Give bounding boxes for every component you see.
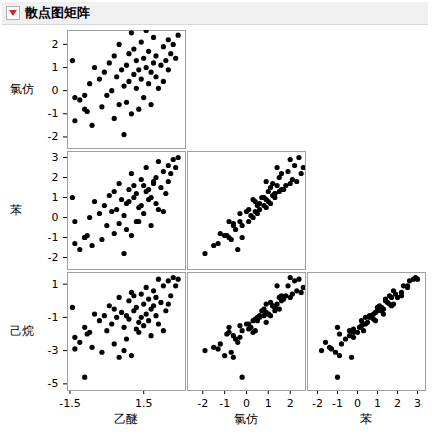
svg-text:3: 3 [52, 151, 59, 164]
html-text:苯: 苯 [10, 203, 22, 217]
html-text:己烷: 己烷 [10, 324, 34, 338]
svg-text:3: 3 [414, 397, 421, 410]
svg-text:-2: -2 [312, 397, 323, 410]
html-text:氯仿: 氯仿 [10, 82, 34, 96]
svg-text:-1: -1 [48, 231, 59, 244]
svg-text:-2: -2 [48, 130, 59, 143]
svg-text:1.5: 1.5 [135, 397, 153, 410]
svg-text:0: 0 [52, 84, 59, 97]
svg-text:-1: -1 [48, 107, 59, 120]
svg-text:1: 1 [52, 61, 59, 74]
svg-text:2: 2 [287, 397, 294, 410]
svg-text:0: 0 [354, 397, 361, 410]
svg-text:-3: -3 [48, 344, 59, 357]
html-text:氯仿: 氯仿 [234, 412, 258, 426]
html-text:乙醚: 乙醚 [114, 412, 138, 426]
svg-text:0: 0 [52, 211, 59, 224]
svg-text:-1.5: -1.5 [59, 397, 80, 410]
svg-text:2: 2 [394, 397, 401, 410]
svg-text:1: 1 [52, 191, 59, 204]
svg-text:1: 1 [52, 278, 59, 291]
svg-text:-1: -1 [219, 397, 230, 410]
html-text:苯: 苯 [360, 412, 372, 426]
svg-text:-2: -2 [48, 251, 59, 264]
svg-text:1: 1 [374, 397, 381, 410]
svg-text:2: 2 [52, 38, 59, 51]
svg-text:0: 0 [243, 397, 250, 410]
html-text:散点图矩阵: 散点图矩阵 [25, 5, 90, 20]
svg-text:-5: -5 [48, 377, 59, 390]
svg-text:-2: -2 [197, 397, 208, 410]
svg-text:-1: -1 [332, 397, 343, 410]
svg-text:-1: -1 [48, 311, 59, 324]
svg-text:1: 1 [265, 397, 272, 410]
svg-text:2: 2 [52, 171, 59, 184]
